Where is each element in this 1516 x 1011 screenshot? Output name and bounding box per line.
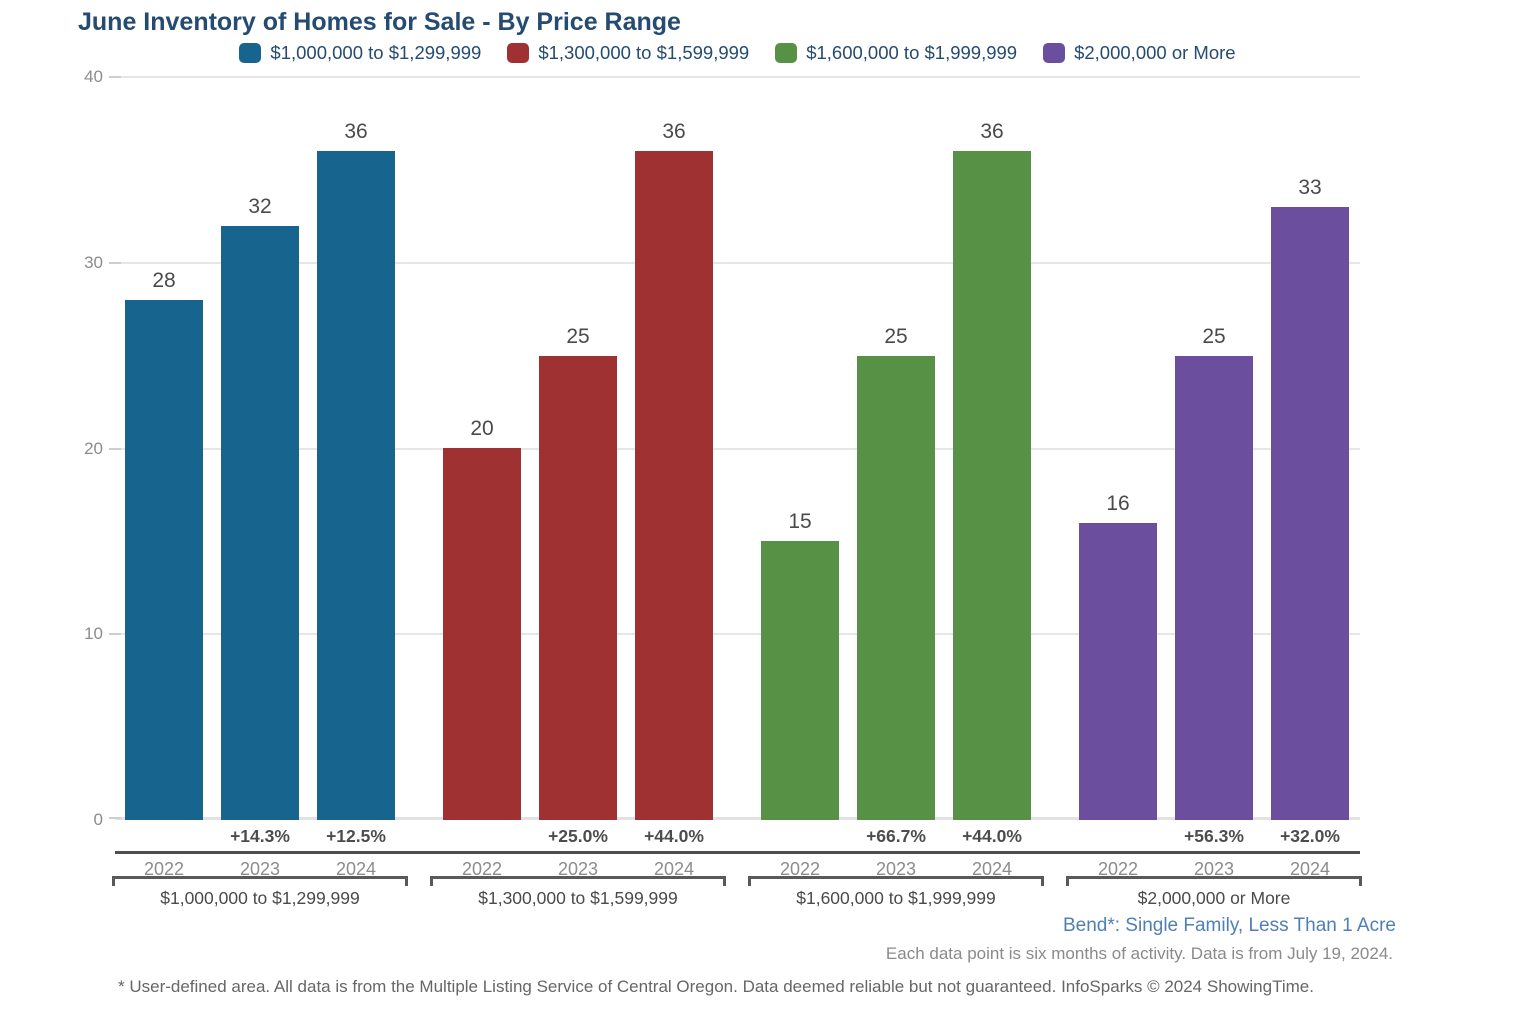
plot-area: 0 10 20 30 40 28 32 36 20 25 36 15 25 36 16 25 33 [84, 67, 1360, 829]
bar-value-label: 32 [248, 195, 272, 218]
x-axis-year-label: 2022 [1097, 859, 1139, 879]
legend-item-price-range-2[interactable]: $1,300,000 to $1,599,999 [507, 42, 749, 64]
pct-change-label: +44.0% [962, 826, 1022, 846]
bar-value-label: 28 [152, 269, 176, 292]
group-bracket [430, 876, 726, 886]
bar-value-label: 25 [566, 325, 590, 348]
y-axis-label: 10 [84, 624, 103, 644]
x-axis-year-label: 2023 [875, 859, 917, 879]
group-bracket [1066, 876, 1362, 886]
legend-item-price-range-1[interactable]: $1,000,000 to $1,299,999 [239, 42, 481, 64]
x-axis-year-label: 2024 [971, 859, 1013, 879]
bar-2023[interactable] [1175, 356, 1253, 820]
y-axis-label: 40 [84, 67, 103, 86]
y-axis-label: 20 [84, 438, 103, 458]
bar-2023[interactable] [857, 356, 935, 820]
y-axis-label: 30 [84, 252, 103, 272]
group-label: $1,000,000 to $1,299,999 [160, 888, 360, 908]
legend-item-price-range-3[interactable]: $1,600,000 to $1,999,999 [775, 42, 1017, 64]
gridline [115, 817, 1360, 820]
bar-2022[interactable] [443, 448, 521, 820]
pct-change-label: +12.5% [326, 826, 386, 846]
legend-label: $1,000,000 to $1,299,999 [270, 42, 482, 63]
y-axis-tick [109, 633, 121, 636]
x-axis-year-label: 2023 [1193, 859, 1235, 879]
x-axis-annotations: 2022 +14.3% 2023 +12.5% 2024 $1,000,000 to $1… [112, 820, 1362, 920]
legend-swatch-icon [507, 43, 530, 63]
bar-value-label: 25 [884, 325, 908, 348]
legend-label: $2,000,000 or More [1074, 42, 1236, 63]
bar-value-label: 20 [470, 417, 494, 440]
pct-change-label: +32.0% [1280, 826, 1340, 846]
x-axis-year-label: 2024 [335, 859, 377, 879]
legend: $1,000,000 to $1,299,999 $1,300,000 to $… [115, 42, 1360, 64]
disclaimer: * User-defined area. All data is from th… [118, 977, 1314, 996]
x-axis-year-label: 2023 [557, 859, 599, 879]
legend-label: $1,600,000 to $1,999,999 [806, 42, 1018, 63]
x-axis-year-label: 2024 [1289, 859, 1331, 879]
bar-value-label: 36 [662, 120, 686, 143]
gridline [115, 76, 1360, 78]
group-label: $1,600,000 to $1,999,999 [796, 888, 996, 908]
bar-value-label: 36 [980, 120, 1004, 143]
gridline [115, 633, 1360, 636]
bar-2024[interactable] [635, 151, 713, 820]
bar-2022[interactable] [1079, 523, 1157, 820]
pct-change-label: +56.3% [1184, 826, 1244, 846]
y-axis-tick [109, 817, 121, 819]
y-axis-label: 0 [93, 810, 103, 829]
pct-change-label: +14.3% [230, 826, 290, 846]
bar-value-label: 15 [788, 510, 812, 533]
x-axis-year-label: 2022 [143, 859, 185, 879]
x-axis-year-label: 2022 [461, 859, 503, 879]
pct-change-label: +25.0% [548, 826, 608, 846]
legend-swatch-icon [775, 43, 798, 63]
bar-2022[interactable] [761, 541, 839, 820]
bar-2024[interactable] [953, 151, 1031, 820]
x-axis-year-label: 2023 [239, 859, 281, 879]
x-axis-year-label: 2022 [779, 859, 821, 879]
bar-2024[interactable] [1271, 207, 1349, 820]
y-axis-tick [109, 447, 121, 450]
legend-swatch-icon [239, 43, 262, 63]
axis-separator-line [115, 851, 1360, 854]
bar-2022[interactable] [125, 300, 203, 820]
legend-item-price-range-4[interactable]: $2,000,000 or More [1043, 42, 1236, 64]
gridline [115, 447, 1360, 450]
bar-value-label: 33 [1298, 176, 1322, 199]
gridline [115, 261, 1360, 264]
bar-value-label: 16 [1106, 492, 1130, 515]
area-label: Bend*: Single Family, Less Than 1 Acre [1062, 915, 1396, 936]
group-label: $2,000,000 or More [1137, 888, 1291, 908]
bar-value-label: 25 [1202, 325, 1226, 348]
bar-value-label: 36 [344, 120, 368, 143]
legend-label: $1,300,000 to $1,599,999 [538, 42, 750, 63]
group-bracket [112, 876, 408, 886]
chart-title: June Inventory of Homes for Sale - By Pr… [78, 8, 681, 36]
pct-change-label: +44.0% [644, 826, 704, 846]
legend-swatch-icon [1043, 43, 1066, 63]
data-note: Each data point is six months of activit… [885, 944, 1393, 963]
group-label: $1,300,000 to $1,599,999 [478, 888, 678, 908]
x-axis-year-label: 2024 [653, 859, 695, 879]
bar-2024[interactable] [317, 151, 395, 820]
pct-change-label: +66.7% [866, 826, 926, 846]
bar-2023[interactable] [539, 356, 617, 820]
y-axis-tick [109, 261, 121, 264]
bar-2023[interactable] [221, 226, 299, 820]
y-axis-tick [109, 76, 121, 78]
group-bracket [748, 876, 1044, 886]
